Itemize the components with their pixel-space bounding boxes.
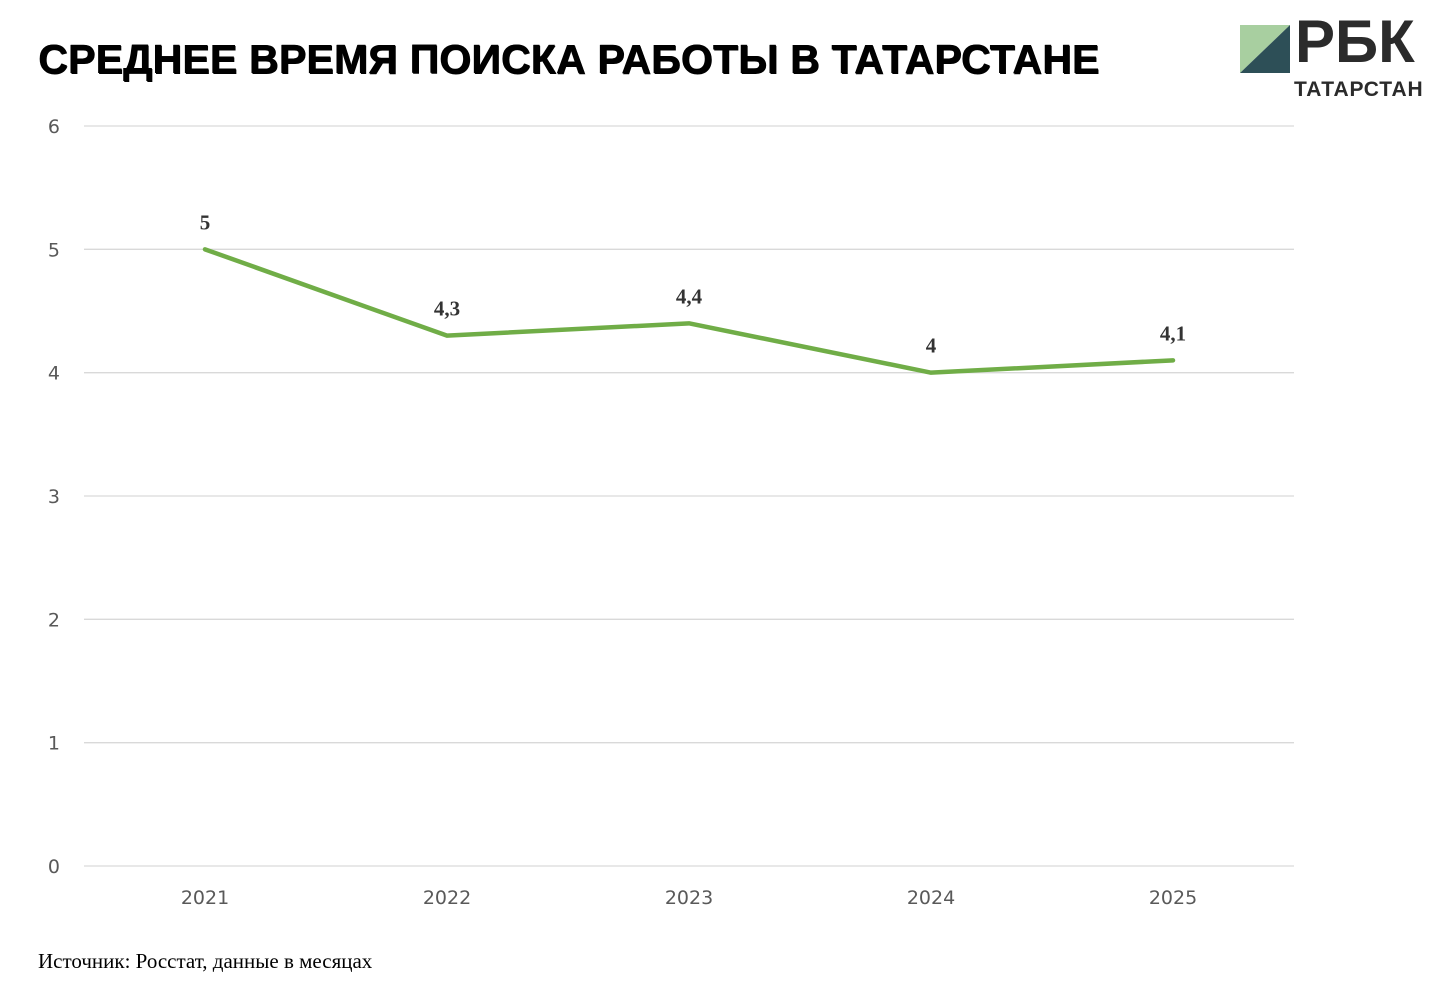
series-line [202,247,1176,375]
x-tick-label: 2022 [423,887,471,909]
chart-title: СРЕДНЕЕ ВРЕМЯ ПОИСКА РАБОТЫ В ТАТАРСТАНЕ [38,36,1100,82]
x-tick-label: 2023 [665,887,713,909]
y-tick-label: 4 [48,363,60,385]
rbc-logo: РБК ТАТАРСТАН [1240,12,1440,102]
series [202,247,1176,375]
data-label: 4,1 [1160,321,1186,345]
x-tick-label: 2025 [1149,887,1197,909]
y-tick-label: 2 [48,609,60,631]
y-axis-ticks: 0 1 2 3 4 5 6 [48,116,60,878]
logo-mark-icon [1240,25,1290,73]
x-axis-ticks: 2021 2022 2023 2024 2025 [181,887,1197,909]
grid-lines [84,125,1294,867]
y-tick-label: 5 [48,239,60,261]
data-label: 4 [926,334,937,358]
y-tick-label: 0 [48,856,60,878]
y-tick-label: 1 [48,733,60,755]
logo-name: РБК [1295,8,1415,75]
data-label: 4,4 [676,284,703,308]
y-tick-label: 6 [48,116,60,138]
source-note: Источник: Росстат, данные в месяцах [38,949,373,973]
data-labels: 5 4,3 4,4 4 4,1 [200,210,1186,357]
data-label: 5 [200,210,211,234]
data-label: 4,3 [434,297,460,321]
x-tick-label: 2024 [907,887,955,909]
logo-region: ТАТАРСТАН [1294,78,1424,101]
logo-mark-dark [1240,25,1290,73]
x-tick-label: 2021 [181,887,229,909]
line-chart: 0 1 2 3 4 5 6 2021 2022 2023 2024 2025 5 4,3 4,4 4 4,1 [48,116,1294,909]
y-tick-label: 3 [48,486,60,508]
